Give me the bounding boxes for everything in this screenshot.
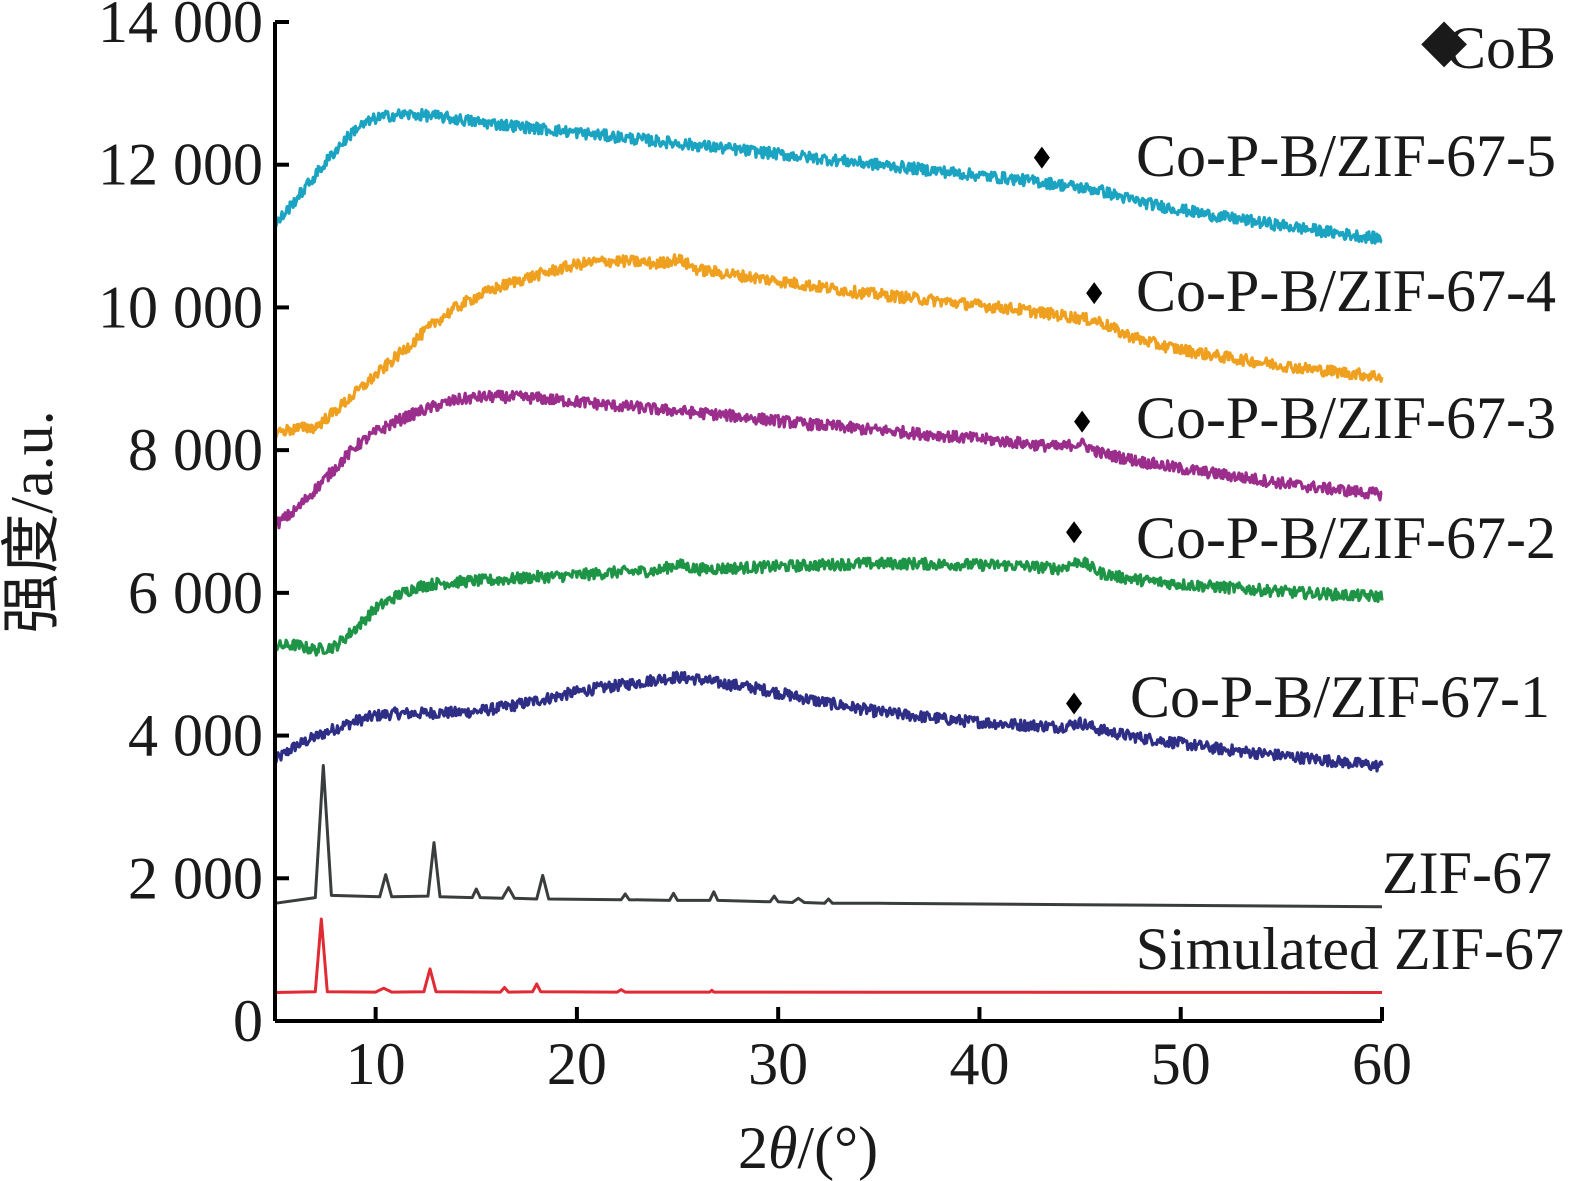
x-axis-title-suffix: /(°) (797, 1115, 878, 1181)
cob-diamond-icon (1074, 410, 1091, 433)
y-tick-label: 8 000 (128, 417, 263, 483)
series-label-6: Co-P-B/ZIF-67-4 (1136, 258, 1556, 324)
x-tick-label: 10 (346, 1031, 406, 1097)
series-label-5: Co-P-B/ZIF-67-3 (1136, 385, 1556, 451)
series-line-6 (273, 253, 1384, 439)
y-tick-label: 4 000 (128, 703, 263, 769)
series-label-7: Co-P-B/ZIF-67-5 (1136, 123, 1556, 189)
x-axis-title-var: θ (768, 1115, 797, 1181)
cob-marker-layer (1033, 146, 1103, 715)
legend-label: CoB (1446, 15, 1556, 81)
series-label-4: Co-P-B/ZIF-67-2 (1136, 505, 1556, 571)
series-label-1: Simulated ZIF-67 (1136, 916, 1564, 982)
series-labels: Simulated ZIF-67 ZIF-67 Co-P-B/ZIF-67-1 Co-… (1130, 123, 1564, 982)
series-layer (273, 107, 1384, 994)
series-line-1 (274, 917, 1383, 994)
series-label-2: ZIF-67 (1382, 840, 1552, 906)
cob-diamond-icon (1086, 282, 1103, 305)
x-axis-title: 2θ/(°) (738, 1115, 878, 1181)
y-tick-label: 2 000 (128, 845, 263, 911)
series-line-4 (273, 556, 1384, 657)
series-line-2 (274, 764, 1383, 909)
y-tick-label: 0 (233, 988, 263, 1054)
x-tick-label: 50 (1151, 1031, 1211, 1097)
series-line-7 (273, 107, 1383, 245)
legend-marker-icon: ◆ (1421, 7, 1467, 73)
y-tick-label: 10 000 (98, 274, 263, 340)
x-tick-label: 20 (547, 1031, 607, 1097)
y-tick-label: 14 000 (98, 0, 263, 55)
y-tick-label: 12 000 (98, 132, 263, 198)
series-line-3 (273, 670, 1384, 773)
cob-diamond-icon (1066, 521, 1083, 544)
cob-diamond-icon (1066, 692, 1083, 715)
x-axis-title-prefix: 2 (738, 1115, 768, 1181)
y-tick-label: 6 000 (128, 560, 263, 626)
axes (273, 22, 1382, 1023)
x-tick-label: 60 (1352, 1031, 1412, 1097)
y-axis-title: 强度/a.u. (0, 410, 65, 633)
legend: ◆ CoB (1421, 7, 1556, 81)
ticks: 0 2 000 4 000 6 000 8 000 10 000 12 000 14 000 1… (98, 0, 1412, 1097)
cob-diamond-icon (1033, 146, 1050, 169)
x-tick-label: 30 (748, 1031, 808, 1097)
series-label-3: Co-P-B/ZIF-67-1 (1130, 664, 1550, 730)
x-tick-label: 40 (949, 1031, 1009, 1097)
series-line-5 (273, 389, 1383, 531)
